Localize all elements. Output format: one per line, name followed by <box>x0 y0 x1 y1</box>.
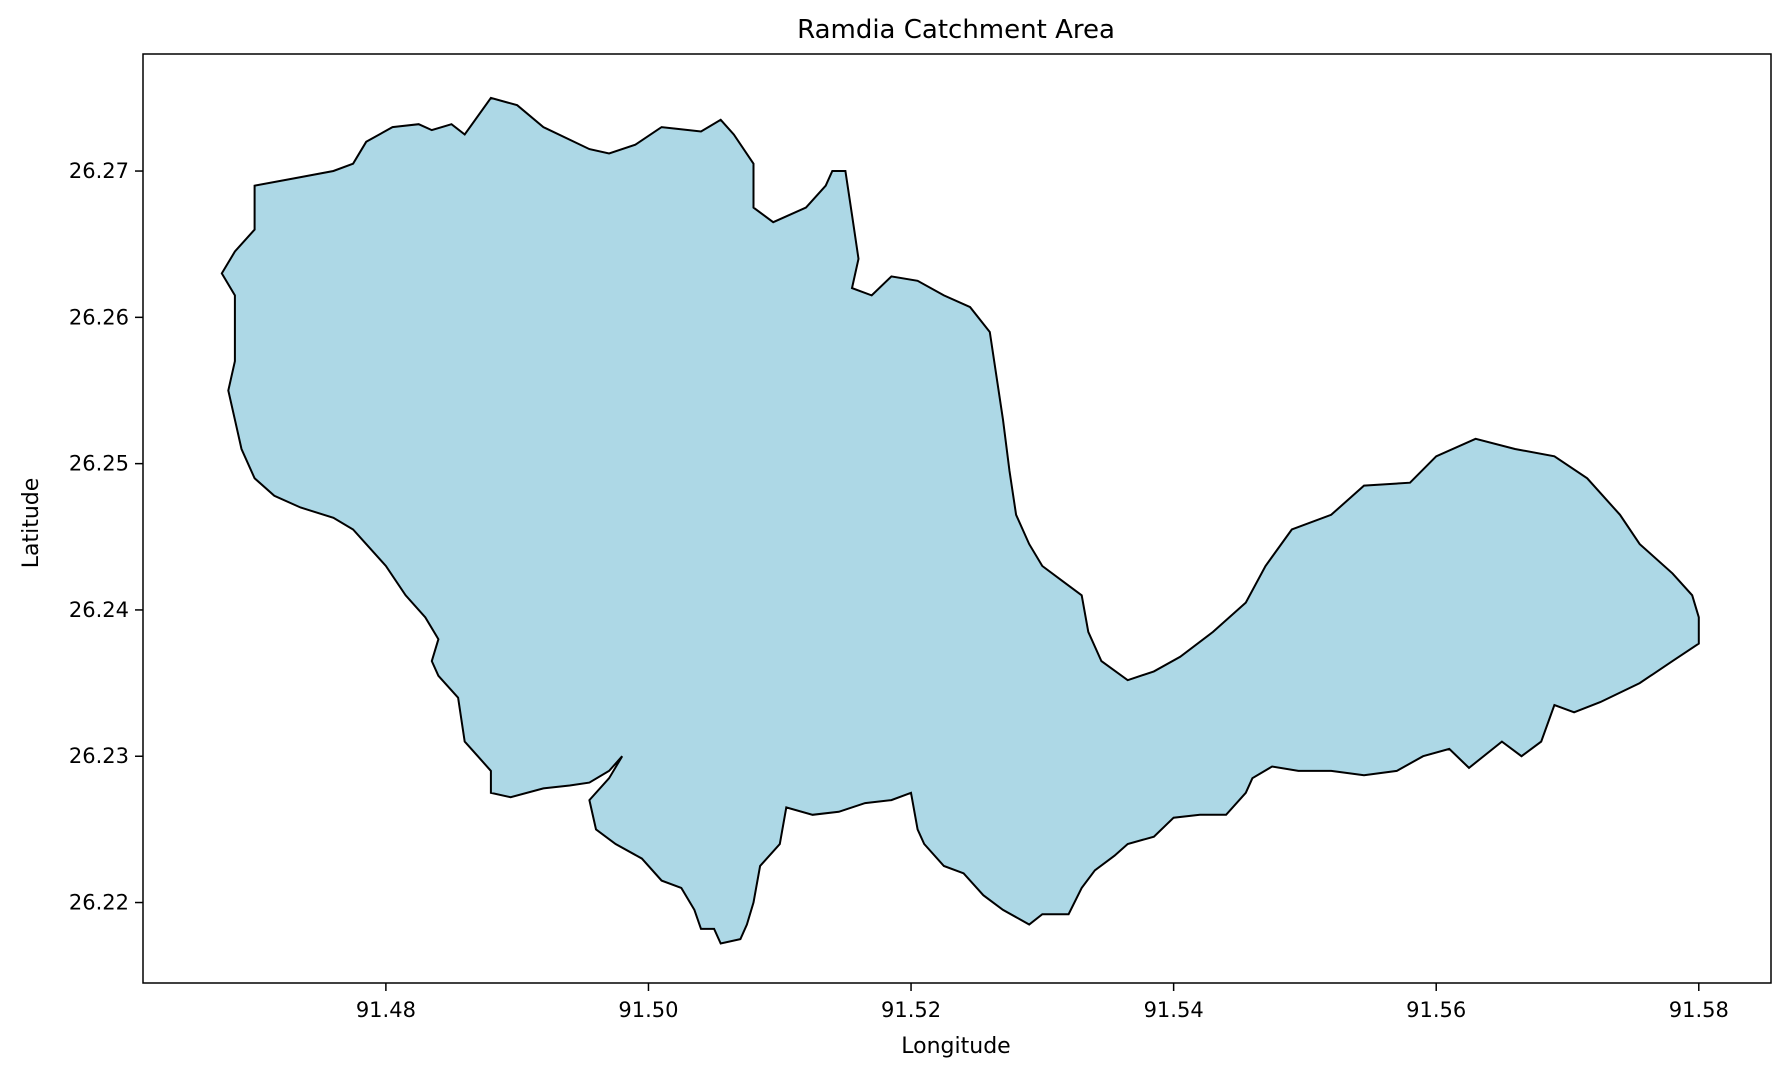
y-tick-label: 26.27 <box>69 159 129 183</box>
x-tick-label: 91.48 <box>356 998 416 1022</box>
x-tick-label: 91.58 <box>1669 998 1729 1022</box>
x-tick-label: 91.50 <box>618 998 678 1022</box>
axes-frame <box>142 53 1772 984</box>
plot-area <box>142 53 1772 984</box>
y-tick-label: 26.23 <box>69 744 129 768</box>
y-tick-label: 26.24 <box>69 598 129 622</box>
map-title: Ramdia Catchment Area <box>797 15 1115 45</box>
catchment-area-polygon <box>220 96 1700 945</box>
y-tick-label: 26.22 <box>69 891 129 915</box>
x-tick-label: 91.56 <box>1406 998 1466 1022</box>
y-axis-label: Latitude <box>19 478 44 569</box>
y-tick-label: 26.25 <box>69 452 129 476</box>
x-axis-ticks: 91.48 91.50 91.52 91.54 91.56 91.58 <box>356 983 1729 1022</box>
x-tick-label: 91.52 <box>881 998 941 1022</box>
y-tick-label: 26.26 <box>69 305 129 329</box>
y-axis-ticks: 26.27 26.26 26.25 26.24 26.23 26.22 <box>69 159 143 915</box>
x-tick-label: 91.54 <box>1144 998 1204 1022</box>
x-axis-label: Longitude <box>901 1034 1010 1059</box>
